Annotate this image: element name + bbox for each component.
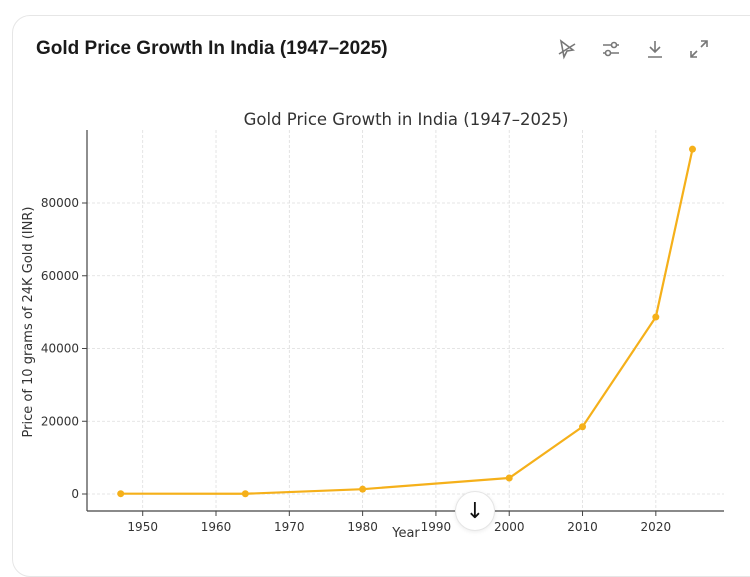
y-tick-label: 40000 [41, 342, 79, 356]
card-title: Gold Price Growth In India (1947–2025) [36, 38, 388, 59]
data-point [241, 490, 249, 498]
chart-card [12, 15, 750, 577]
x-tick-label: 2020 [641, 520, 672, 534]
data-point [359, 485, 367, 493]
pointer-off-icon[interactable] [556, 38, 578, 60]
x-tick-label: 2000 [494, 520, 525, 534]
x-tick-label: 1970 [274, 520, 305, 534]
x-tick-label: 1990 [421, 520, 452, 534]
sliders-icon[interactable] [600, 38, 622, 60]
arrow-down-icon: ↓ [465, 498, 485, 524]
expand-icon[interactable] [688, 38, 710, 60]
data-point [505, 474, 513, 482]
data-point [652, 313, 660, 321]
data-point [117, 490, 125, 498]
series-line [120, 148, 694, 495]
x-tick-label: 1950 [127, 520, 158, 534]
y-tick-label: 80000 [41, 196, 79, 210]
x-tick-label: 2010 [567, 520, 598, 534]
line-chart: Gold Price Growth in India (1947–2025) Y… [21, 110, 724, 541]
scroll-down-button[interactable]: ↓ [455, 491, 495, 531]
y-axis-label: Price of 10 grams of 24K Gold (INR) [21, 207, 36, 438]
chart-toolbar [556, 38, 710, 60]
chart-title: Gold Price Growth in India (1947–2025) [244, 110, 569, 129]
x-tick-label: 1960 [201, 520, 232, 534]
data-point [688, 145, 696, 153]
y-tick-label: 0 [71, 487, 79, 501]
y-tick-label: 60000 [41, 269, 79, 283]
data-point [579, 423, 587, 431]
x-axis-label: Year [391, 526, 420, 541]
x-tick-label: 1980 [347, 520, 378, 534]
download-icon[interactable] [644, 38, 666, 60]
y-tick-label: 20000 [41, 414, 79, 428]
